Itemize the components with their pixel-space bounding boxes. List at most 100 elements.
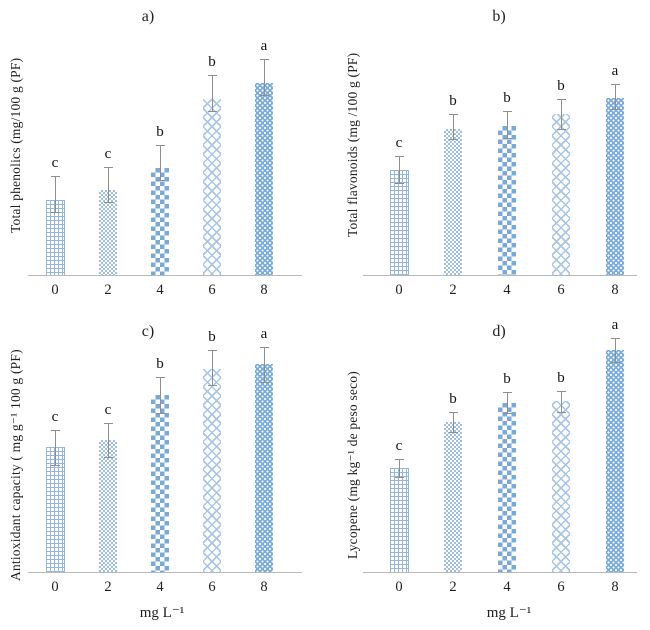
bar-c-0 <box>46 447 65 572</box>
error-cap-bottom-c-2 <box>103 457 113 458</box>
bar-b-6 <box>552 114 570 275</box>
bar-d-4 <box>498 403 516 572</box>
error-cap-top-c-8 <box>259 347 269 348</box>
error-cap-top-a-0 <box>50 176 60 177</box>
panel-c-plot-area: c 0 c 2 b 4 b 6 a 8 <box>0 315 325 630</box>
error-cap-top-a-8 <box>259 59 269 60</box>
bar-a-0 <box>46 200 65 275</box>
error-bar-c-6 <box>212 350 213 385</box>
error-bar-b-6 <box>561 99 562 129</box>
error-cap-bottom-b-2 <box>448 139 458 140</box>
error-cap-bottom-d-8 <box>610 362 620 363</box>
error-cap-top-b-2 <box>448 114 458 115</box>
error-bar-b-4 <box>507 111 508 138</box>
error-bar-b-8 <box>615 84 616 109</box>
sig-letter-b-6: b <box>557 78 565 94</box>
error-bar-d-8 <box>615 338 616 362</box>
error-cap-top-c-0 <box>50 430 60 431</box>
error-cap-bottom-a-4 <box>155 180 165 181</box>
bar-c-2 <box>99 440 117 572</box>
bar-b-0 <box>390 170 409 275</box>
sig-letter-a-6: b <box>208 54 216 70</box>
panel-d-x-axis-line <box>363 572 637 573</box>
error-cap-top-a-6 <box>207 75 217 76</box>
tick-label-c-4: 4 <box>156 579 164 595</box>
bar-c-8 <box>255 364 273 572</box>
panel-c-title: c) <box>141 323 155 340</box>
error-cap-bottom-a-2 <box>103 202 113 203</box>
tick-label-c-8: 8 <box>260 579 268 595</box>
tick-label-a-2: 2 <box>104 282 112 298</box>
error-cap-bottom-a-6 <box>207 111 217 112</box>
tick-label-d-6: 6 <box>557 579 565 595</box>
sig-letter-a-4: b <box>156 124 164 140</box>
error-bar-c-2 <box>108 423 109 457</box>
tick-label-b-4: 4 <box>503 282 511 298</box>
sig-letter-c-4: b <box>156 356 164 372</box>
bar-d-8 <box>606 350 624 572</box>
error-bar-a-4 <box>160 145 161 180</box>
sig-letter-a-8: a <box>260 38 268 54</box>
bar-d-2 <box>444 422 462 572</box>
error-bar-d-6 <box>561 391 562 412</box>
tick-label-d-4: 4 <box>503 579 511 595</box>
error-cap-top-b-8 <box>610 84 620 85</box>
error-cap-top-d-2 <box>448 412 458 413</box>
tick-label-c-6: 6 <box>208 579 216 595</box>
tick-label-d-2: 2 <box>449 579 457 595</box>
tick-label-b-8: 8 <box>611 282 619 298</box>
sig-letter-d-0: c <box>395 438 403 454</box>
error-cap-top-d-6 <box>556 391 566 392</box>
panel-c-x-axis-label: mg L⁻¹ <box>139 605 185 621</box>
panel-b-plot-area: c 0 b 2 b 4 b 6 a 8 <box>325 0 650 315</box>
sig-letter-b-8: a <box>611 63 619 79</box>
error-cap-bottom-c-6 <box>207 385 217 386</box>
panel-c-x-axis-line <box>28 572 302 573</box>
error-cap-bottom-d-4 <box>502 413 512 414</box>
error-cap-bottom-a-0 <box>50 212 60 213</box>
panel-d-title: d) <box>492 323 506 340</box>
error-cap-bottom-a-8 <box>259 95 269 96</box>
error-cap-bottom-c-0 <box>50 465 60 466</box>
error-cap-top-c-6 <box>207 350 217 351</box>
sig-letter-a-0: c <box>51 155 59 171</box>
sig-letter-c-6: b <box>208 329 216 345</box>
tick-label-a-4: 4 <box>156 282 164 298</box>
sig-letter-c-0: c <box>51 409 59 425</box>
panel-b-x-axis-line <box>363 275 637 276</box>
tick-label-c-2: 2 <box>104 579 112 595</box>
error-cap-top-a-2 <box>103 167 113 168</box>
tick-label-d-8: 8 <box>611 579 619 595</box>
error-cap-bottom-b-6 <box>556 129 566 130</box>
panel-a-plot-area: c 0 c 2 b 4 b 6 a 8 <box>0 0 325 315</box>
error-cap-top-c-2 <box>103 423 113 424</box>
tick-label-b-0: 0 <box>395 282 403 298</box>
panel-b-title: b) <box>492 8 506 25</box>
sig-letter-d-8: a <box>611 317 619 333</box>
error-bar-c-8 <box>264 347 265 382</box>
error-cap-top-b-6 <box>556 99 566 100</box>
error-bar-a-6 <box>212 75 213 111</box>
tick-label-b-6: 6 <box>557 282 565 298</box>
error-cap-top-d-0 <box>394 459 404 460</box>
sig-letter-d-2: b <box>449 391 457 407</box>
bar-a-6 <box>203 99 221 275</box>
bar-a-8 <box>255 83 273 275</box>
panel-c: c) Antioxidant capacity ( mg g⁻¹ 100 g (… <box>0 315 325 630</box>
tick-label-d-0: 0 <box>395 579 403 595</box>
error-cap-bottom-c-8 <box>259 382 269 383</box>
panel-a-x-axis-line <box>28 275 302 276</box>
tick-label-a-0: 0 <box>51 282 59 298</box>
bar-a-2 <box>99 190 117 275</box>
panel-a-title: a) <box>141 8 155 25</box>
sig-letter-a-2: c <box>104 146 112 162</box>
sig-letter-b-0: c <box>395 135 403 151</box>
sig-letter-d-4: b <box>503 371 511 387</box>
bar-c-4 <box>151 395 169 572</box>
error-cap-top-b-0 <box>394 156 404 157</box>
bar-b-8 <box>606 98 624 275</box>
error-bar-b-2 <box>453 114 454 139</box>
error-bar-a-8 <box>264 59 265 95</box>
